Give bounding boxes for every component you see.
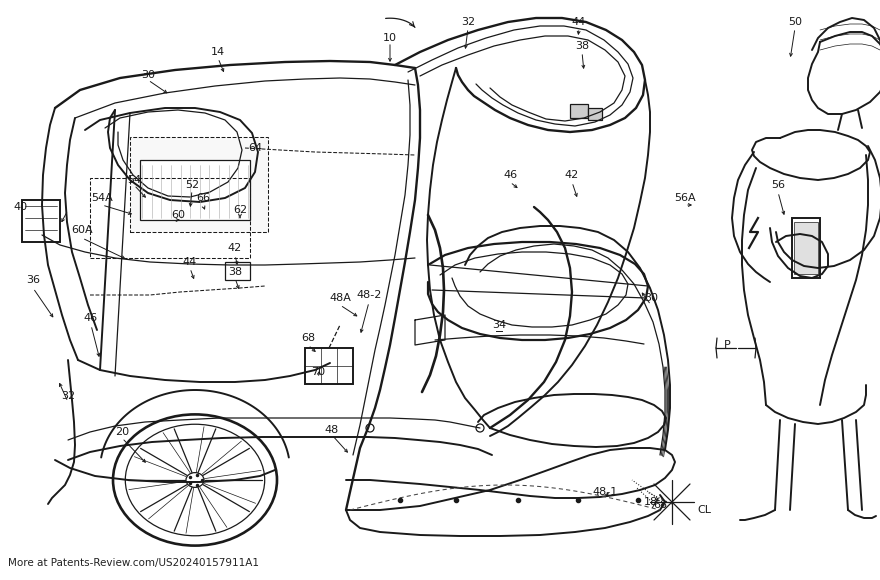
Text: 32: 32 (461, 17, 475, 27)
Text: 68: 68 (301, 333, 315, 343)
FancyBboxPatch shape (588, 108, 602, 120)
Text: 14: 14 (211, 47, 225, 57)
FancyBboxPatch shape (794, 222, 818, 274)
FancyBboxPatch shape (792, 218, 820, 278)
Text: 54: 54 (127, 175, 141, 185)
FancyBboxPatch shape (130, 137, 268, 232)
Text: 46: 46 (503, 170, 517, 180)
Text: 60A: 60A (71, 225, 92, 235)
Text: More at Patents-Review.com/US20240157911A1: More at Patents-Review.com/US20240157911… (8, 558, 259, 568)
Text: 56: 56 (771, 180, 785, 190)
FancyBboxPatch shape (22, 200, 60, 242)
Text: 68: 68 (653, 500, 667, 510)
Text: 48-2: 48-2 (356, 290, 382, 300)
Text: 62: 62 (233, 205, 247, 215)
Text: 18: 18 (644, 497, 658, 507)
Text: 42: 42 (228, 243, 242, 253)
Text: 20: 20 (115, 427, 129, 437)
Text: 30: 30 (141, 70, 155, 80)
Text: 44: 44 (183, 257, 197, 267)
FancyBboxPatch shape (570, 104, 588, 118)
Text: 38: 38 (575, 41, 589, 51)
Text: 40: 40 (13, 202, 27, 212)
Text: 44: 44 (572, 17, 586, 27)
Text: 38: 38 (228, 267, 242, 277)
Text: 50: 50 (788, 17, 802, 27)
Text: CL: CL (697, 505, 711, 515)
Text: 32: 32 (61, 391, 75, 401)
Text: 48A: 48A (329, 293, 351, 303)
Text: 34: 34 (492, 320, 506, 330)
FancyBboxPatch shape (305, 348, 353, 384)
Text: 36: 36 (26, 275, 40, 285)
Text: 56A: 56A (674, 193, 696, 203)
Text: 46: 46 (84, 313, 98, 323)
Text: P: P (723, 340, 730, 350)
Text: 66: 66 (196, 193, 210, 203)
Text: 42: 42 (565, 170, 579, 180)
Text: 64: 64 (248, 143, 262, 153)
Text: 52: 52 (185, 180, 199, 190)
FancyBboxPatch shape (140, 160, 250, 220)
Text: 48-1: 48-1 (592, 487, 618, 497)
Text: 70: 70 (311, 367, 325, 377)
Text: 48: 48 (325, 425, 339, 435)
Text: 60: 60 (171, 210, 185, 220)
Text: 54A: 54A (92, 193, 113, 203)
Text: 10: 10 (383, 33, 397, 43)
Text: 30: 30 (644, 293, 658, 303)
